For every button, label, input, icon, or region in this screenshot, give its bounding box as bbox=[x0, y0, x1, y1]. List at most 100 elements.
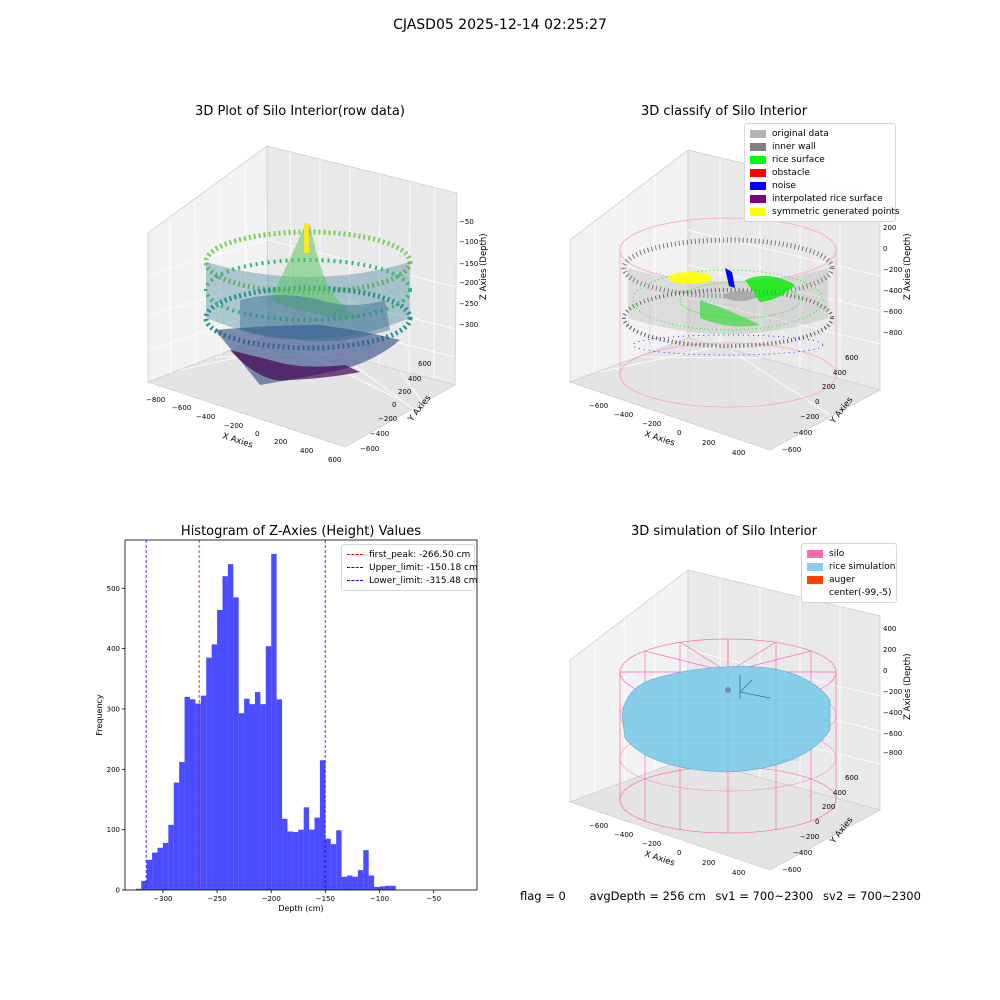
raw-ztick: −200 bbox=[459, 279, 478, 287]
figure-title: CJASD05 2025-12-14 02:25:27 bbox=[393, 17, 607, 33]
simulation-plot-title: 3D simulation of Silo Interior bbox=[631, 524, 817, 539]
histogram-bar bbox=[173, 782, 180, 890]
raw-ytick: −400 bbox=[370, 430, 389, 438]
histogram-bar bbox=[200, 695, 207, 890]
legend-swatch bbox=[807, 549, 823, 558]
classify-ytick: −400 bbox=[793, 429, 812, 437]
histogram-bar bbox=[341, 876, 348, 890]
histogram-bar bbox=[244, 698, 250, 890]
histogram-bar bbox=[336, 830, 342, 890]
raw-xtick: −800 bbox=[146, 396, 165, 404]
histogram-bar bbox=[363, 850, 369, 890]
raw-xtick: −600 bbox=[172, 404, 191, 412]
classify-ztick: −600 bbox=[883, 308, 902, 316]
legend-label: obstacle bbox=[772, 167, 810, 178]
histogram-bars bbox=[135, 553, 396, 890]
histogram-bar bbox=[298, 829, 304, 890]
histogram-frame bbox=[124, 539, 478, 891]
histogram-bar bbox=[379, 886, 385, 890]
simulation-ztick: 400 bbox=[883, 625, 896, 633]
histogram-bar bbox=[233, 597, 239, 890]
legend-label: noise bbox=[772, 180, 796, 191]
classify-ytick: −600 bbox=[782, 446, 801, 454]
classify-ytick: −200 bbox=[800, 413, 819, 421]
legend-item-center: center(-99,-5) bbox=[807, 586, 892, 599]
raw-plot-title: 3D Plot of Silo Interior(row data) bbox=[195, 104, 405, 119]
histogram-chart: −300 −250 −200 −150 −100 −50 0 100 200 300 400 500… bbox=[95, 539, 478, 913]
histogram-bar bbox=[374, 886, 380, 890]
simulation-xtick: 200 bbox=[702, 859, 715, 867]
histogram-bar bbox=[276, 699, 283, 890]
simulation-ytick: 200 bbox=[822, 803, 835, 811]
histogram-bar bbox=[227, 564, 234, 890]
simulation-xtick: −600 bbox=[589, 822, 608, 830]
simulation-xtick: 0 bbox=[677, 849, 681, 857]
histogram-bar bbox=[384, 885, 391, 890]
histogram-y-tick-label: 500 bbox=[107, 585, 120, 593]
simulation-xtick: 400 bbox=[732, 869, 745, 877]
legend-item-lower-limit: Lower_limit: -315.48 cm bbox=[347, 574, 477, 587]
legend-item-original-data: original data bbox=[750, 127, 890, 140]
simulation-ticks: −600 −400 −200 0 200 400 600 400 200 0 −… bbox=[589, 625, 902, 877]
histogram-x-ticks: −300 −250 −200 −150 −100 −50 bbox=[153, 890, 441, 903]
classify-xtick: −200 bbox=[642, 420, 661, 428]
status-avg-depth: avgDepth = 256 cm bbox=[589, 889, 706, 903]
simulation-ztick: −800 bbox=[883, 749, 902, 757]
histogram-bar bbox=[141, 880, 147, 890]
histogram-bar bbox=[135, 888, 142, 890]
histogram-bar bbox=[179, 762, 185, 890]
classify-ztick: 200 bbox=[883, 224, 896, 232]
histogram-y-tick-label: 400 bbox=[107, 645, 120, 653]
legend-swatch bbox=[807, 588, 823, 597]
histogram-bar bbox=[347, 875, 353, 890]
histogram-reference-lines bbox=[145, 540, 326, 890]
legend-label: rice simulation bbox=[829, 561, 896, 572]
raw-ztick: −250 bbox=[459, 300, 478, 308]
histogram-bar bbox=[217, 610, 223, 890]
histogram-bar bbox=[303, 807, 310, 890]
histogram-bar bbox=[330, 844, 337, 890]
legend-label: first_peak: -266.50 cm bbox=[369, 549, 471, 560]
histogram-bar bbox=[282, 818, 288, 890]
simulation-xtick: −200 bbox=[642, 840, 661, 848]
raw-zlabel: Z Axies (Depth) bbox=[479, 233, 489, 300]
legend-label: rice surface bbox=[772, 154, 825, 165]
raw-ytick: −600 bbox=[360, 445, 379, 453]
legend-swatch bbox=[750, 181, 766, 190]
simulation-ytick: 400 bbox=[833, 789, 846, 797]
raw-ytick: −200 bbox=[378, 415, 397, 423]
histogram-bar bbox=[314, 817, 320, 890]
simulation-ytick: −200 bbox=[800, 833, 819, 841]
classify-xtick: −400 bbox=[614, 411, 633, 419]
status-line: flag = 0 avgDepth = 256 cm sv1 = 700~230… bbox=[520, 889, 931, 903]
legend-swatch bbox=[750, 194, 766, 203]
histogram-bar bbox=[189, 699, 196, 890]
histogram-bar bbox=[368, 875, 375, 890]
classify-xtick: 0 bbox=[677, 429, 681, 437]
histogram-bar bbox=[195, 703, 201, 890]
histogram-bar bbox=[206, 657, 212, 890]
legend-line bbox=[347, 580, 363, 581]
raw-xtick: −200 bbox=[224, 422, 243, 430]
legend-swatch bbox=[750, 155, 766, 164]
histogram-bar bbox=[146, 859, 153, 890]
legend-label: inner wall bbox=[772, 141, 816, 152]
simulation-ztick: 0 bbox=[883, 667, 887, 675]
raw-ytick: 600 bbox=[418, 360, 431, 368]
histogram-bar bbox=[157, 847, 163, 890]
histogram-bar bbox=[211, 644, 218, 890]
simulation-ztick: −400 bbox=[883, 709, 902, 717]
histogram-bar bbox=[271, 553, 277, 890]
histogram-xlabel: Depth (cm) bbox=[278, 904, 323, 913]
histogram-x-tick-label: −200 bbox=[262, 895, 281, 903]
histogram-x-tick-label: −300 bbox=[153, 895, 172, 903]
legend-item-obstacle: obstacle bbox=[750, 166, 890, 179]
simulation-ytick: −400 bbox=[793, 849, 812, 857]
histogram-bar bbox=[152, 852, 158, 890]
histogram-legend: first_peak: -266.50 cm Upper_limit: -150… bbox=[341, 544, 478, 591]
histogram-bar bbox=[352, 876, 358, 890]
legend-label: symmetric generated points bbox=[772, 206, 900, 217]
legend-swatch bbox=[750, 168, 766, 177]
raw-ztick: −300 bbox=[459, 321, 478, 329]
histogram-y-tick-label: 0 bbox=[116, 887, 120, 895]
